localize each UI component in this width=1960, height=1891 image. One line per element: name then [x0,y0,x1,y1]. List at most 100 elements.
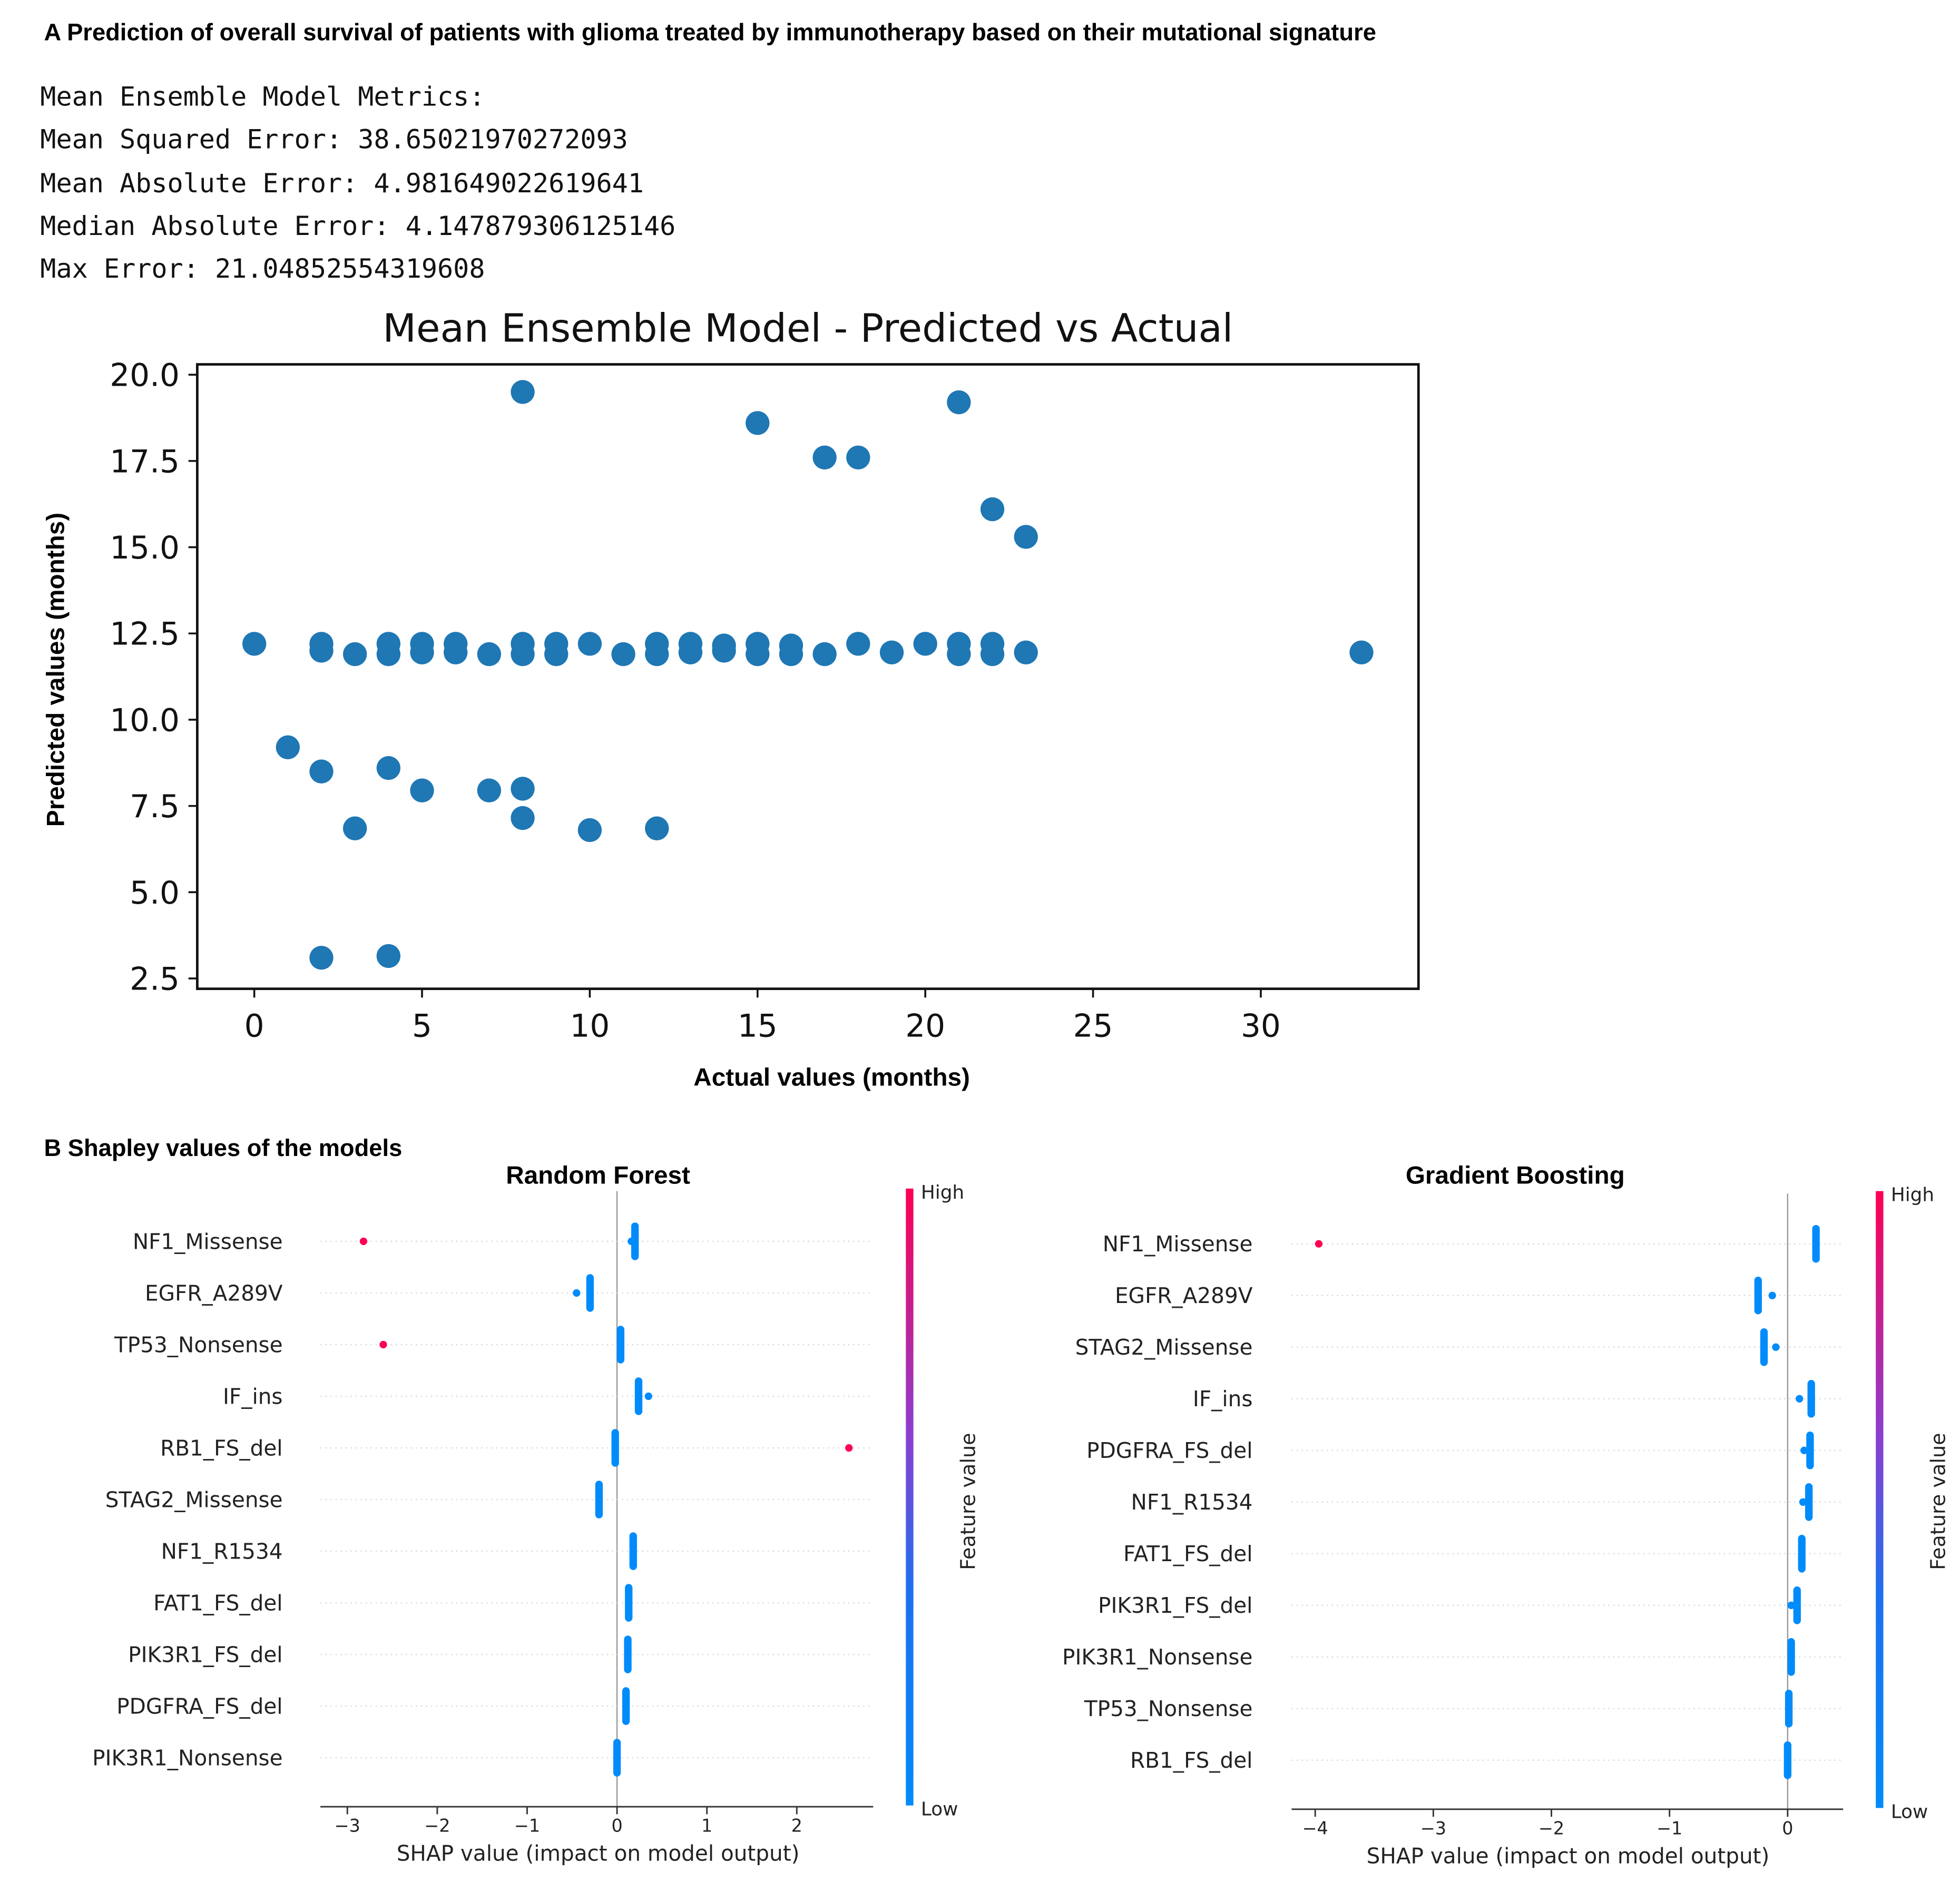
rf-feature-rows: NF1_Missense EGFR_A289V TP53_Nonsense IF_in… [92,1191,874,1807]
gb-shap-cluster [1783,1741,1792,1779]
gb-x-tick-label: −4 [1302,1818,1328,1839]
gb-shap-cluster [1787,1638,1795,1676]
scatter-point [511,777,535,801]
gb-shap-cluster [1793,1586,1801,1624]
scatter-point [712,639,736,663]
scatter-point [511,642,535,667]
scatter-point [577,818,602,842]
scatter-point [309,639,334,663]
rf-shap-cluster [624,1635,632,1673]
shap-gradient-boosting-chart: Gradient Boosting NF1_Missense EGFR_A289V… [1062,1161,1949,1868]
gb-shap-cluster [1805,1483,1813,1521]
scatter-point [511,380,535,404]
gb-x-tick-label: −2 [1538,1818,1564,1839]
rf-feature-label: IF_ins [223,1384,283,1409]
metrics-block: Mean Ensemble Model Metrics: Mean Squared… [40,75,675,291]
scatter-point [678,640,703,664]
gb-shap-point-high [1315,1240,1323,1248]
gb-shap-point-low [1768,1291,1776,1299]
rf-feature-label: FAT1_FS_del [153,1590,282,1615]
scatter-x-tick-label: 5 [412,1008,432,1044]
gb-colorbar [1876,1191,1884,1808]
gb-shap-cluster [1807,1380,1815,1418]
scatter-x-tick-label: 20 [905,1008,945,1044]
scatter-y-tick-label: 20.0 [110,358,180,394]
scatter-x-tick-label: 10 [570,1008,610,1044]
gb-feature-label: STAG2_Missense [1075,1335,1253,1360]
gb-feature-label: TP53_Nonsense [1084,1696,1253,1721]
gb-feature-label: PDGFRA_FS_del [1086,1438,1252,1463]
gb-feature-label: IF_ins [1193,1386,1253,1412]
rf-shap-cluster [613,1739,621,1777]
scatter-point [846,445,870,469]
gb-shap-cluster [1806,1432,1814,1469]
rf-feature-label: NF1_R1534 [161,1539,283,1564]
rf-x-tick-label: 2 [791,1816,802,1836]
rf-shap-cluster [629,1532,637,1570]
gb-shap-point-low [1787,1601,1795,1609]
scatter-point [309,946,334,970]
scatter-point [477,778,502,802]
scatter-point [645,816,669,840]
gb-shap-cluster [1785,1690,1793,1728]
gb-feature-label: FAT1_FS_del [1123,1541,1252,1566]
scatter-point [1349,640,1374,664]
metric-mae: Mean Absolute Error: 4.981649022619641 [40,168,644,198]
rf-colorbar-label: Feature value [956,1433,979,1570]
rf-colorbar-high: High [921,1182,964,1203]
scatter-point [980,642,1005,667]
scatter-x-tick-label: 15 [738,1008,778,1044]
scatter-point [947,642,971,667]
metric-max-error: Max Error: 21.04852554319608 [40,254,485,285]
rf-x-tick-label: 1 [701,1816,712,1836]
gb-x-tick-label: 0 [1782,1818,1793,1839]
rf-x-tick-label: −1 [514,1816,540,1836]
rf-shap-cluster [625,1584,633,1622]
rf-x-label: SHAP value (impact on model output) [397,1841,800,1866]
scatter-y-label: Predicted values (months) [42,513,70,827]
rf-shap-cluster [634,1377,643,1415]
gb-title: Gradient Boosting [1406,1161,1625,1189]
scatter-point [410,640,434,664]
rf-shap-cluster [586,1274,594,1312]
rf-shap-cluster [595,1481,603,1518]
rf-shap-point-low [628,1237,635,1246]
rf-x-tick-label: 0 [611,1816,622,1836]
rf-shap-point-high [359,1237,368,1246]
gb-feature-label: RB1_FS_del [1130,1748,1252,1773]
rf-feature-label: TP53_Nonsense [114,1332,283,1357]
scatter-point [577,632,602,656]
rf-shap-point-low [644,1392,652,1400]
scatter-point [1014,525,1038,549]
scatter-point [410,778,434,802]
scatter-x-tick-label: 25 [1073,1008,1113,1044]
metric-median-ae: Median Absolute Error: 4.147879306125146 [40,211,676,241]
gb-shap-point-low [1800,1446,1808,1454]
rf-feature-label: RB1_FS_del [160,1435,282,1461]
scatter-point [544,642,569,667]
rf-shap-point-low [573,1289,581,1297]
scatter-point [511,806,535,830]
scatter-x-tick-label: 30 [1241,1008,1281,1044]
scatter-point [343,816,367,840]
gb-shap-point-low [1772,1343,1780,1351]
gb-shap-point-low [1799,1498,1807,1506]
gb-colorbar-low: Low [1891,1801,1928,1823]
rf-x-axis: −3 −2 −1 0 1 2 [320,1806,874,1836]
rf-title: Random Forest [506,1161,690,1189]
scatter-point [343,642,367,667]
scatter-point [913,632,937,656]
scatter-point [376,944,400,968]
scatter-y-tick-label: 2.5 [130,961,180,997]
scatter-y-tick-label: 12.5 [110,616,180,653]
scatter-point [645,642,669,667]
scatter-point [444,640,468,664]
gb-shap-cluster [1760,1328,1768,1366]
gb-x-tick-label: −1 [1657,1818,1682,1839]
gb-colorbar-high: High [1891,1184,1934,1206]
gb-feature-label: PIK3R1_Nonsense [1062,1644,1252,1670]
scatter-y-axis: 2.5 5.0 7.5 10.0 12.5 15.0 17.5 20.0 [110,358,198,997]
rf-shap-cluster [611,1429,619,1467]
shap-random-forest-chart: Random Forest NF1_Missense EGFR_A289V TP53… [92,1161,979,1866]
scatter-point [309,759,334,783]
